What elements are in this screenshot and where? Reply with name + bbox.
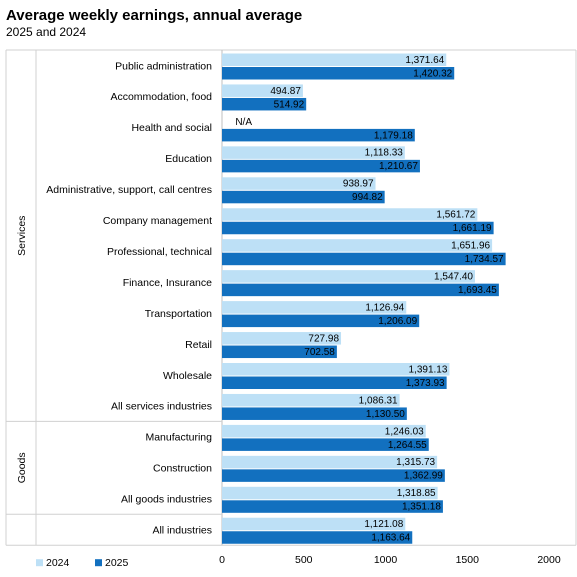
- data-label-2024: 1,651.96: [451, 241, 490, 252]
- category-label: Professional, technical: [107, 246, 212, 258]
- legend-label-2025: 2025: [105, 557, 129, 569]
- x-tick-label: 1000: [374, 554, 398, 566]
- chart-title: Average weekly earnings, annual average: [6, 7, 303, 24]
- x-tick-label: 500: [295, 554, 313, 566]
- bar-2025: [222, 190, 385, 204]
- bar-2025: [222, 407, 407, 420]
- bar-2025: [222, 469, 445, 482]
- x-tick-label: 2000: [537, 554, 561, 566]
- data-label-2025: 702.58: [304, 347, 335, 358]
- bar-2024: [222, 177, 376, 190]
- category-label: Accommodation, food: [110, 91, 212, 103]
- bar-2025: [222, 438, 429, 451]
- data-label-2024: 1,246.03: [385, 426, 424, 437]
- data-label-2025: 1,661.19: [453, 223, 492, 234]
- bar-2025: [222, 500, 443, 513]
- data-label-2024: 1,318.85: [397, 488, 436, 499]
- data-label-2024: 1,121.08: [364, 519, 403, 530]
- category-label: All services industries: [111, 401, 212, 413]
- data-label-2024: N/A: [235, 117, 252, 128]
- data-label-2025: 1,693.45: [458, 285, 497, 296]
- category-label: Education: [165, 153, 212, 165]
- category-label: Administrative, support, call centres: [46, 184, 212, 196]
- category-label: Finance, Insurance: [123, 277, 212, 289]
- bar-2025: [222, 531, 413, 544]
- category-label: Retail: [185, 339, 212, 351]
- bar-2024: [222, 270, 475, 283]
- bar-2024: [222, 239, 493, 252]
- data-label-2024: 1,391.13: [409, 364, 448, 375]
- bar-2025: [222, 252, 506, 266]
- data-label-2025: 1,373.93: [406, 378, 445, 389]
- bar-2025: [222, 221, 494, 235]
- category-label: Construction: [153, 463, 212, 475]
- group-label: Goods: [16, 452, 28, 483]
- data-label-2025: 1,351.18: [402, 502, 441, 513]
- data-label-2025: 1,362.99: [404, 471, 443, 482]
- category-label: Company management: [103, 215, 212, 227]
- data-label-2025: 1,179.18: [374, 130, 413, 141]
- bar-2025: [222, 97, 307, 111]
- bar-2025: [222, 345, 337, 359]
- data-label-2024: 1,126.94: [365, 302, 404, 313]
- bar-2025: [222, 314, 420, 328]
- data-label-2024: 494.87: [270, 86, 301, 97]
- x-tick-label: 1500: [456, 554, 480, 566]
- bar-2024: [222, 301, 407, 314]
- bar-2024: [222, 486, 438, 500]
- bar-2024: [222, 208, 478, 221]
- data-label-2025: 1,206.09: [378, 316, 417, 327]
- category-label: Health and social: [131, 122, 212, 134]
- bar-2024: [222, 332, 342, 345]
- data-label-2024: 1,118.33: [365, 148, 404, 159]
- category-label: All goods industries: [121, 494, 212, 506]
- bar-2024: [222, 455, 438, 469]
- bar-2024: [222, 424, 426, 438]
- data-label-2024: 938.97: [343, 179, 374, 190]
- bar-2025: [222, 128, 415, 142]
- legend-swatch-2024: [36, 559, 43, 567]
- data-label-2025: 1,163.64: [371, 533, 410, 544]
- legend-swatch-2025: [95, 559, 102, 567]
- bar-2024: [222, 84, 303, 97]
- data-label-2025: 1,264.55: [388, 440, 427, 451]
- data-label-2025: 1,210.67: [379, 161, 418, 172]
- category-label: Wholesale: [163, 370, 212, 382]
- data-label-2025: 1,130.50: [366, 409, 405, 420]
- data-label-2024: 1,371.64: [405, 55, 444, 66]
- category-label: Transportation: [145, 308, 212, 320]
- data-label-2025: 994.82: [352, 192, 383, 203]
- bar-2024: [222, 517, 406, 531]
- chart-subtitle: 2025 and 2024: [6, 25, 87, 39]
- bar-2024: [222, 393, 400, 407]
- data-label-2024: 1,561.72: [436, 210, 475, 221]
- data-label-2024: 1,315.73: [396, 457, 435, 468]
- data-label-2024: 1,086.31: [359, 395, 398, 406]
- bar-2024: [222, 53, 447, 66]
- group-label: Services: [16, 216, 28, 256]
- data-label-2024: 727.98: [308, 333, 339, 344]
- data-label-2025: 514.92: [274, 99, 305, 110]
- category-label: Manufacturing: [145, 432, 212, 444]
- bar-2025: [222, 376, 447, 389]
- category-label: All industries: [152, 525, 212, 537]
- category-label: Public administration: [115, 60, 212, 72]
- bar-2025: [222, 283, 499, 297]
- x-tick-label: 0: [219, 554, 225, 566]
- data-label-2024: 1,547.40: [434, 272, 473, 283]
- bar-2024: [222, 363, 450, 376]
- bar-2024: [222, 146, 405, 159]
- bar-2025: [222, 67, 455, 80]
- legend-label-2024: 2024: [46, 557, 70, 569]
- data-label-2025: 1,420.32: [413, 68, 452, 79]
- bar-2025: [222, 159, 420, 173]
- data-label-2025: 1,734.57: [465, 254, 504, 265]
